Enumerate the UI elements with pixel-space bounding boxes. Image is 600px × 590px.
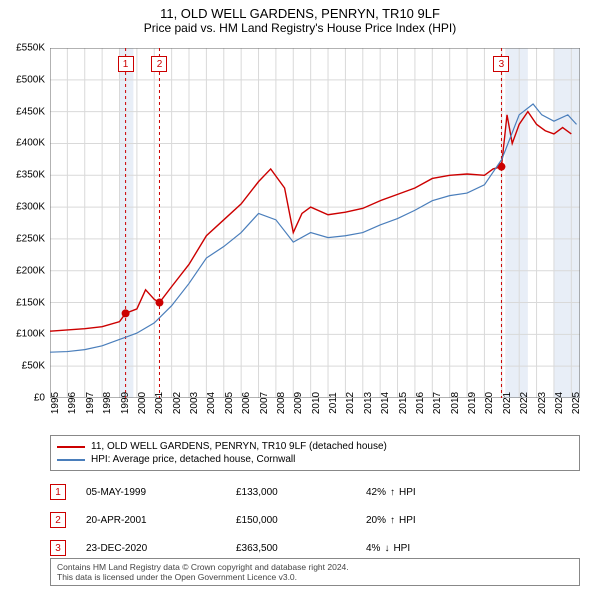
transaction-date: 05-MAY-1999: [86, 487, 216, 498]
transaction-price: £363,500: [236, 543, 346, 554]
x-tick-label: 2002: [172, 392, 183, 414]
x-tick-label: 2021: [502, 392, 513, 414]
x-tick-label: 2012: [345, 392, 356, 414]
x-tick-label: 2000: [137, 392, 148, 414]
diff-label: HPI: [399, 487, 416, 498]
diff-arrow-icon: ↑: [390, 515, 395, 526]
x-tick-label: 2011: [328, 392, 339, 414]
chart-marker-3: 3: [493, 56, 509, 72]
x-tick-label: 2024: [554, 392, 565, 414]
y-tick-label: £450K: [1, 106, 45, 117]
x-tick-label: 2008: [276, 392, 287, 414]
y-tick-label: £50K: [1, 361, 45, 372]
x-tick-label: 2009: [293, 392, 304, 414]
x-tick-label: 2019: [467, 392, 478, 414]
legend-row-price_paid: 11, OLD WELL GARDENS, PENRYN, TR10 9LF (…: [57, 440, 573, 453]
chart-marker-2: 2: [151, 56, 167, 72]
x-tick-label: 2018: [450, 392, 461, 414]
transaction-date: 20-APR-2001: [86, 515, 216, 526]
x-tick-label: 1995: [50, 392, 61, 414]
footer-line-1: Contains HM Land Registry data © Crown c…: [57, 562, 573, 572]
transaction-diff: 42% ↑ HPI: [366, 487, 466, 498]
x-tick-label: 2022: [519, 392, 530, 414]
transaction-diff: 20% ↑ HPI: [366, 515, 466, 526]
y-tick-label: £0: [1, 393, 45, 404]
transaction-marker: 3: [50, 540, 66, 556]
title-block: 11, OLD WELL GARDENS, PENRYN, TR10 9LF P…: [0, 0, 600, 39]
x-tick-label: 2025: [571, 392, 582, 414]
diff-label: HPI: [399, 515, 416, 526]
transaction-price: £133,000: [236, 487, 346, 498]
diff-arrow-icon: ↓: [384, 543, 389, 554]
x-tick-label: 2006: [241, 392, 252, 414]
x-tick-label: 2023: [537, 392, 548, 414]
x-tick-label: 2005: [224, 392, 235, 414]
x-tick-label: 2015: [398, 392, 409, 414]
transaction-marker: 1: [50, 484, 66, 500]
title-line-2: Price paid vs. HM Land Registry's House …: [10, 21, 590, 35]
transaction-date: 23-DEC-2020: [86, 543, 216, 554]
y-tick-label: £350K: [1, 170, 45, 181]
x-tick-label: 1996: [67, 392, 78, 414]
legend-swatch: [57, 459, 85, 461]
y-tick-label: £250K: [1, 233, 45, 244]
diff-pct: 42%: [366, 487, 386, 498]
footer-line-2: This data is licensed under the Open Gov…: [57, 572, 573, 582]
x-tick-label: 2020: [484, 392, 495, 414]
y-tick-label: £300K: [1, 202, 45, 213]
y-tick-label: £100K: [1, 329, 45, 340]
title-line-1: 11, OLD WELL GARDENS, PENRYN, TR10 9LF: [10, 6, 590, 21]
legend-swatch: [57, 446, 85, 448]
chart-area: 123£0£50K£100K£150K£200K£250K£300K£350K£…: [50, 48, 580, 398]
transaction-row: 1 05-MAY-1999 £133,000 42% ↑ HPI: [50, 480, 580, 508]
y-tick-label: £550K: [1, 43, 45, 54]
y-tick-label: £500K: [1, 74, 45, 85]
diff-arrow-icon: ↑: [390, 487, 395, 498]
x-tick-label: 2003: [189, 392, 200, 414]
footer-box: Contains HM Land Registry data © Crown c…: [50, 558, 580, 586]
x-tick-label: 2007: [259, 392, 270, 414]
transaction-price: £150,000: [236, 515, 346, 526]
transaction-marker: 2: [50, 512, 66, 528]
diff-label: HPI: [393, 543, 410, 554]
diff-pct: 4%: [366, 543, 380, 554]
transactions-table: 1 05-MAY-1999 £133,000 42% ↑ HPI 2 20-APR-2001 £…: [50, 480, 580, 564]
x-tick-label: 2016: [415, 392, 426, 414]
chart-marker-1: 1: [118, 56, 134, 72]
y-tick-label: £150K: [1, 297, 45, 308]
legend-label: 11, OLD WELL GARDENS, PENRYN, TR10 9LF (…: [91, 441, 387, 452]
y-tick-label: £400K: [1, 138, 45, 149]
chart-svg: [50, 48, 580, 398]
x-tick-label: 1997: [85, 392, 96, 414]
x-tick-label: 1998: [102, 392, 113, 414]
x-tick-label: 2010: [311, 392, 322, 414]
x-tick-label: 2004: [206, 392, 217, 414]
x-tick-label: 2017: [432, 392, 443, 414]
y-tick-label: £200K: [1, 265, 45, 276]
legend-box: 11, OLD WELL GARDENS, PENRYN, TR10 9LF (…: [50, 435, 580, 471]
x-tick-label: 2014: [380, 392, 391, 414]
x-tick-label: 2013: [363, 392, 374, 414]
x-tick-label: 2001: [154, 392, 165, 414]
x-tick-label: 1999: [120, 392, 131, 414]
diff-pct: 20%: [366, 515, 386, 526]
legend-label: HPI: Average price, detached house, Corn…: [91, 454, 295, 465]
transaction-row: 2 20-APR-2001 £150,000 20% ↑ HPI: [50, 508, 580, 536]
transaction-diff: 4% ↓ HPI: [366, 543, 466, 554]
legend-row-hpi: HPI: Average price, detached house, Corn…: [57, 453, 573, 466]
